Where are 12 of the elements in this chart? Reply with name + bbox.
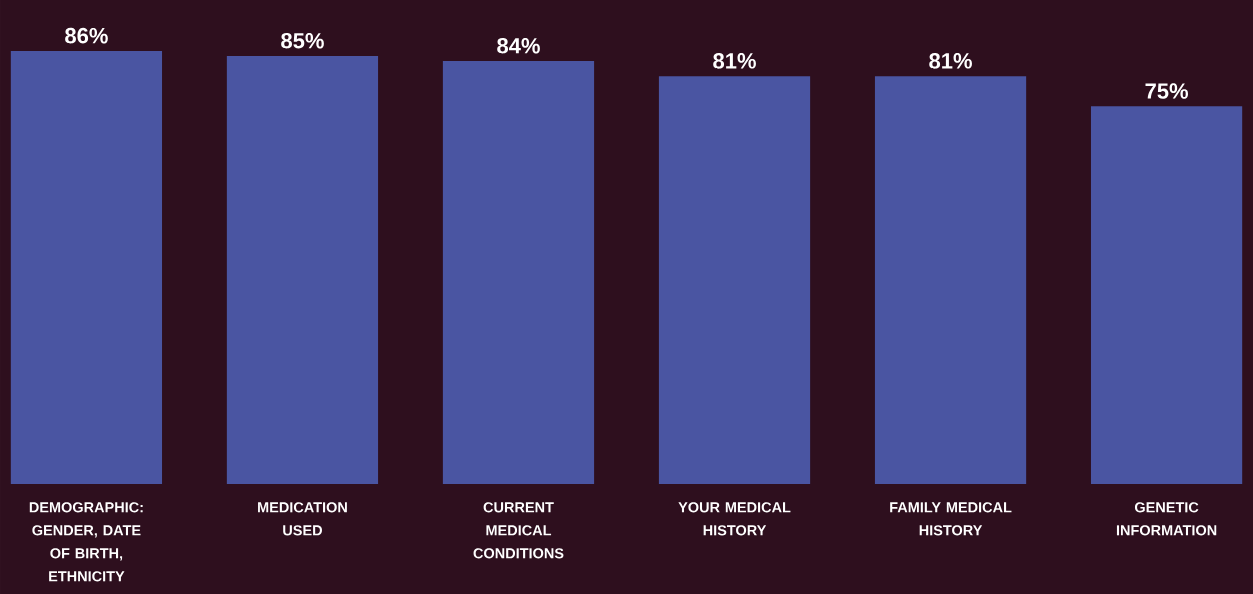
data-label: 81%	[713, 53, 756, 69]
data-label: 85%	[281, 32, 324, 49]
data-label: 75%	[1145, 83, 1189, 99]
x-tick-label: MEDICATION USED	[258, 502, 347, 536]
data-label: 84%	[497, 37, 540, 54]
x-tick-label: YOUR MEDICAL HISTORY	[678, 502, 791, 536]
x-tick-label: GENETIC INFORMATION	[1116, 502, 1217, 536]
x-tick-label: DEMOGRAPHIC: GENDER, DATE OF BIRTH, ETHNICITY	[29, 502, 143, 582]
data-label: 81%	[929, 53, 972, 69]
data-label: 86%	[65, 27, 108, 44]
x-tick-label: FAMILY MEDICAL HISTORY	[890, 502, 1012, 536]
x-tick-label: CURRENT MEDICAL CONDITIONS	[473, 502, 564, 559]
